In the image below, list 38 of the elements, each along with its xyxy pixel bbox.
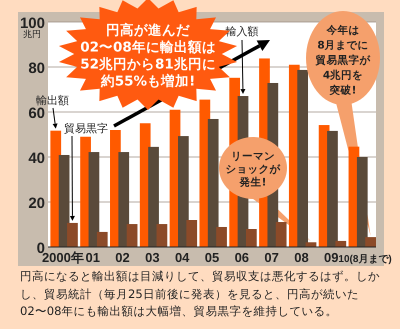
x-tick-label: 02 [115,250,130,265]
x-tick-label: 09 [324,250,339,265]
bar [148,146,159,247]
y-tick-label: 60 [28,105,45,122]
y-tick-label: 20 [28,195,45,212]
bar [58,154,70,247]
bar [365,237,376,247]
bar [208,118,219,247]
x-tick-label: 07 [264,250,279,265]
bar [96,232,108,247]
x-tick-label: 01 [85,250,100,265]
bar [276,222,287,247]
x-tick-label: 03 [145,250,160,265]
bar [327,130,338,247]
bar [88,152,100,247]
bar [156,224,168,247]
y-tick-label: 40 [28,150,45,167]
bar [216,226,227,247]
x-tick-label: 08 [294,250,309,265]
text: 円高になると輸出額は目減りして、貿易収支は悪化するはず。しかし、貿易統計（毎月25日前後に発表）を見ると、円高が続いた02〜08年にも輸出額は大幅増、貿易黒字を維持している。 [20,268,381,320]
text: 輸出額 [36,94,69,107]
bar [126,224,138,247]
y-axis-title: 兆円 [23,29,41,40]
x-tick-label: 05 [204,250,220,265]
bar [297,70,308,247]
bar [118,152,130,247]
bar [246,229,257,247]
bar [186,220,198,247]
annotation: 今年は8月までに貿易黒字が4兆円を突破! [314,23,372,96]
annotation: リーマンショックが発生! [226,150,282,189]
x-tick-label: 06 [234,250,250,265]
text: 貿易黒字 [64,122,108,135]
x-tick-label: 04 [174,250,190,265]
y-tick-label: 80 [28,60,45,77]
x-tick-label: 10(8月まで) [338,254,392,265]
bar [178,136,189,247]
annotation: 円高が進んだ02〜08年に輸出額は52兆円から81兆円に約55%も増加! [80,21,216,90]
bar [67,222,78,247]
